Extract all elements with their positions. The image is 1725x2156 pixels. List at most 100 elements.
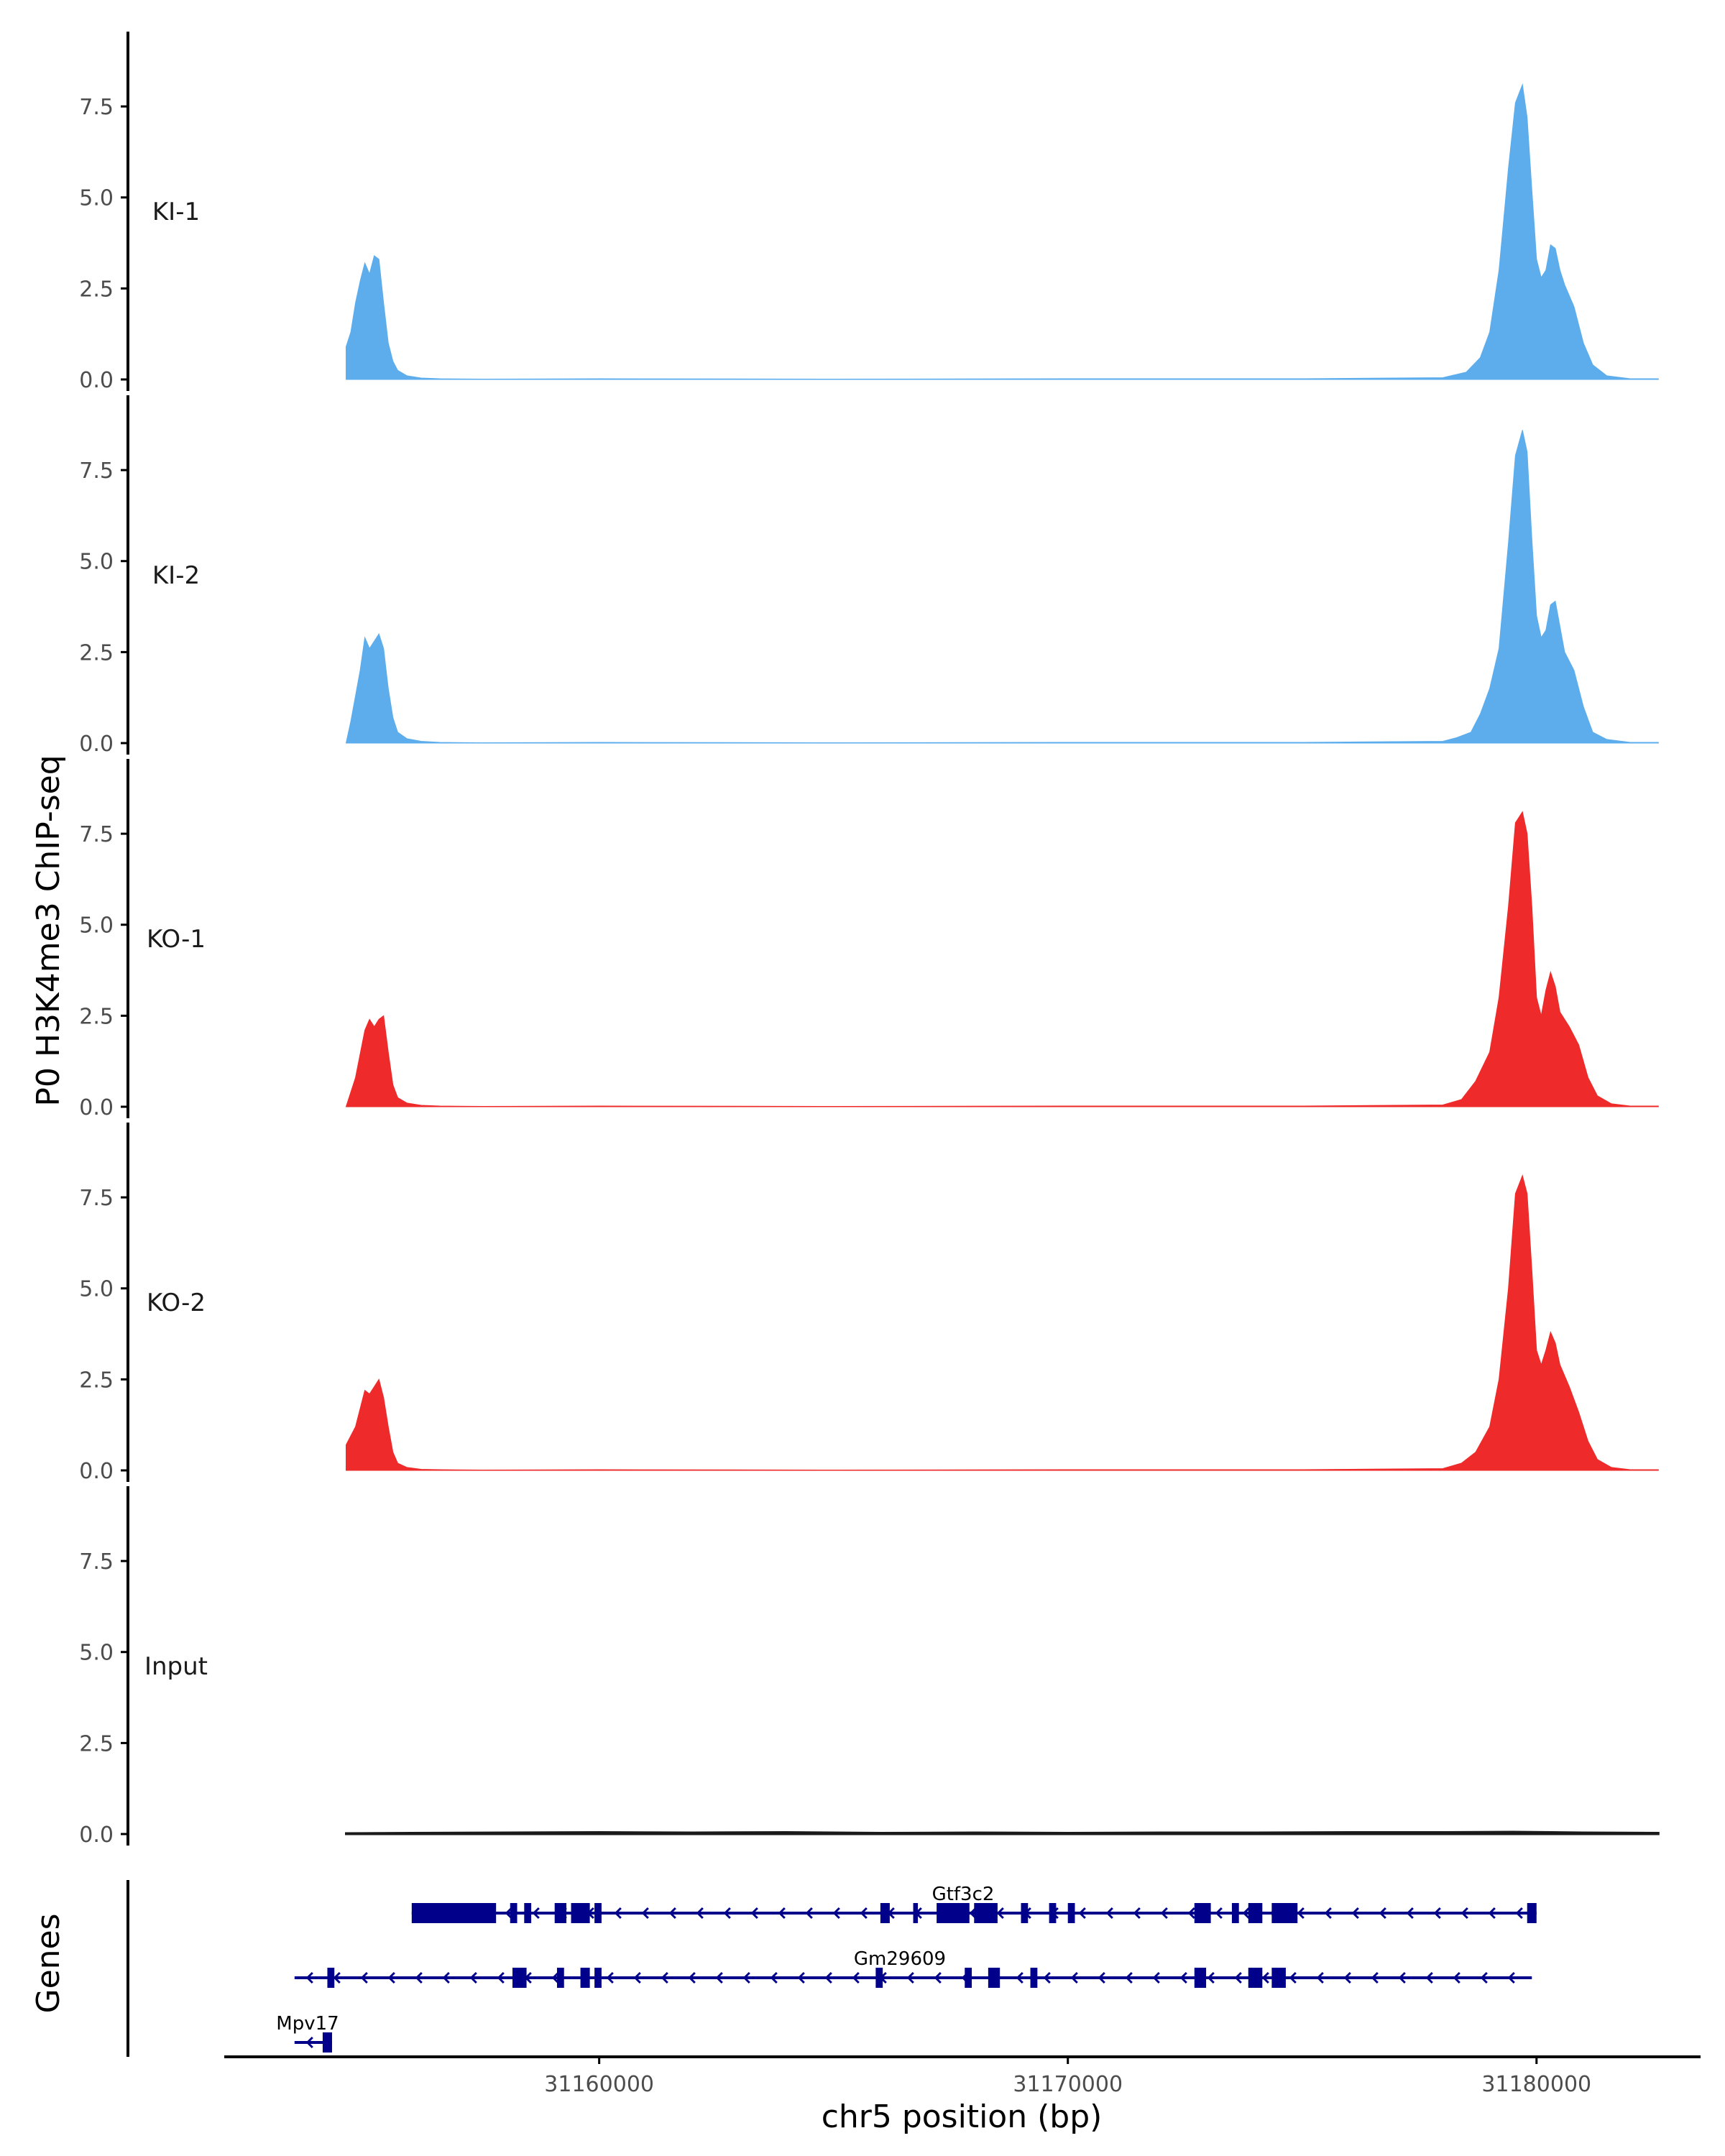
- strand-arrow: [1379, 1907, 1386, 1920]
- strand-arrow: [505, 1907, 512, 1920]
- genes-group: Gtf3c2 Gm29609 Mpv17: [126, 1880, 1537, 2057]
- track-label: KI-1: [152, 198, 200, 226]
- gene-exon: [1194, 1903, 1211, 1923]
- signal-area-ki-1: [346, 83, 1659, 380]
- strand-arrow: [1316, 1971, 1324, 1984]
- gene-exon: [556, 1968, 564, 1988]
- strand-arrow: [1351, 1907, 1359, 1920]
- gene-exon: [1271, 1903, 1298, 1923]
- gene-exon: [524, 1903, 532, 1923]
- strand-arrow: [360, 1971, 368, 1984]
- gene-exon: [1021, 1903, 1029, 1923]
- strand-arrow: [305, 1971, 313, 1984]
- y-tick-label: 5.0: [79, 186, 114, 211]
- strand-arrow: [1125, 1971, 1133, 1984]
- strand-arrow: [1460, 1907, 1468, 1920]
- strand-arrow: [1043, 1971, 1051, 1984]
- strand-arrow: [1261, 1971, 1269, 1984]
- y-tick-label: 5.0: [79, 1277, 114, 1302]
- gene-exon: [327, 1968, 335, 1988]
- gene-gm29609: Gm29609: [294, 1948, 1532, 1988]
- strand-arrow: [832, 1907, 840, 1920]
- y-tick-label: 5.0: [79, 1641, 114, 1666]
- gene-exon: [1049, 1903, 1057, 1923]
- gene-exon: [988, 1968, 1000, 1988]
- y-tick-label: 7.5: [79, 459, 114, 484]
- strand-arrow: [333, 1971, 341, 1984]
- signal-area-ki-2: [345, 430, 1659, 744]
- strand-arrow: [1398, 1971, 1406, 1984]
- gene-exon: [1248, 1968, 1263, 1988]
- track-ki-1: 0.0 2.5 5.0 7.5 KI-1: [79, 32, 1659, 393]
- gene-exon: [554, 1903, 567, 1923]
- gene-exon: [1248, 1903, 1263, 1923]
- gene-exon: [1231, 1903, 1239, 1923]
- strand-arrow: [1433, 1907, 1441, 1920]
- signal-area-ko-2: [346, 1174, 1659, 1471]
- strand-arrow: [1297, 1907, 1305, 1920]
- gene-mpv17: Mpv17: [276, 2013, 339, 2053]
- gene-exon: [875, 1968, 883, 1988]
- track-ki-2: 0.0 2.5 5.0 7.5 KI-2: [79, 395, 1659, 757]
- track-label: KI-2: [152, 561, 200, 590]
- y-tick-label: 2.5: [79, 1004, 114, 1029]
- strand-arrow: [1215, 1907, 1223, 1920]
- strand-arrow: [1453, 1971, 1460, 1984]
- y-tick-label: 2.5: [79, 277, 114, 302]
- strand-arrow: [742, 1971, 750, 1984]
- track-label: KO-2: [147, 1289, 206, 1317]
- strand-arrow: [797, 1971, 805, 1984]
- strand-arrow: [661, 1971, 668, 1984]
- gene-exon: [1527, 1903, 1537, 1923]
- strand-arrow: [1078, 1907, 1086, 1920]
- strand-arrow: [1016, 1971, 1024, 1984]
- strand-arrow: [1160, 1907, 1168, 1920]
- strand-arrow: [860, 1907, 868, 1920]
- strand-arrow: [1515, 1907, 1523, 1920]
- gene-exon: [1271, 1968, 1286, 1988]
- strand-arrow: [1070, 1971, 1078, 1984]
- strand-arrow: [442, 1971, 450, 1984]
- strand-arrow: [770, 1971, 778, 1984]
- strand-arrow: [1179, 1971, 1187, 1984]
- x-tick-label: 31170000: [1013, 2072, 1123, 2097]
- y-tick-label: 0.0: [79, 1823, 114, 1848]
- track-input: 0.0 2.5 5.0 7.5 Input: [79, 1486, 1660, 1848]
- gene-exon: [974, 1903, 998, 1923]
- genes-axis-title: Genes: [30, 1913, 67, 2013]
- y-tick-label: 5.0: [79, 550, 114, 575]
- strand-arrow: [497, 1971, 505, 1984]
- strand-arrow: [1425, 1971, 1433, 1984]
- strand-arrow: [1480, 1971, 1488, 1984]
- strand-arrow: [641, 1907, 649, 1920]
- x-axis: 31160000 31170000 31180000: [224, 2055, 1701, 2097]
- strand-arrow: [606, 1971, 614, 1984]
- gene-exon: [937, 1903, 970, 1923]
- strand-arrow: [934, 1971, 942, 1984]
- gene-exon: [913, 1903, 919, 1923]
- strand-arrow: [1289, 1971, 1297, 1984]
- strand-arrow: [852, 1971, 860, 1984]
- x-tick-label: 31160000: [544, 2072, 654, 2097]
- strand-arrow: [415, 1971, 423, 1984]
- gene-exon: [580, 1968, 590, 1988]
- strand-arrow: [469, 1971, 477, 1984]
- gene-exon: [880, 1903, 890, 1923]
- track-ko-1: 0.0 2.5 5.0 7.5 KO-1: [79, 759, 1659, 1120]
- strand-arrow: [1234, 1971, 1242, 1984]
- track-label: Input: [144, 1652, 208, 1681]
- strand-arrow: [1152, 1971, 1160, 1984]
- gene-exon: [571, 1903, 590, 1923]
- strand-arrow: [805, 1907, 813, 1920]
- strand-arrow: [1105, 1907, 1113, 1920]
- strand-arrow: [778, 1907, 786, 1920]
- y-tick-label: 0.0: [79, 732, 114, 757]
- strand-arrow: [1406, 1907, 1414, 1920]
- y-tick-label: 7.5: [79, 1549, 114, 1575]
- gene-exon: [594, 1968, 602, 1988]
- y-axis-title: P0 H3K4me3 ChIP-seq: [30, 755, 67, 1106]
- strand-arrow: [696, 1907, 704, 1920]
- track-label: KO-1: [147, 925, 206, 954]
- strand-arrow: [996, 1907, 1004, 1920]
